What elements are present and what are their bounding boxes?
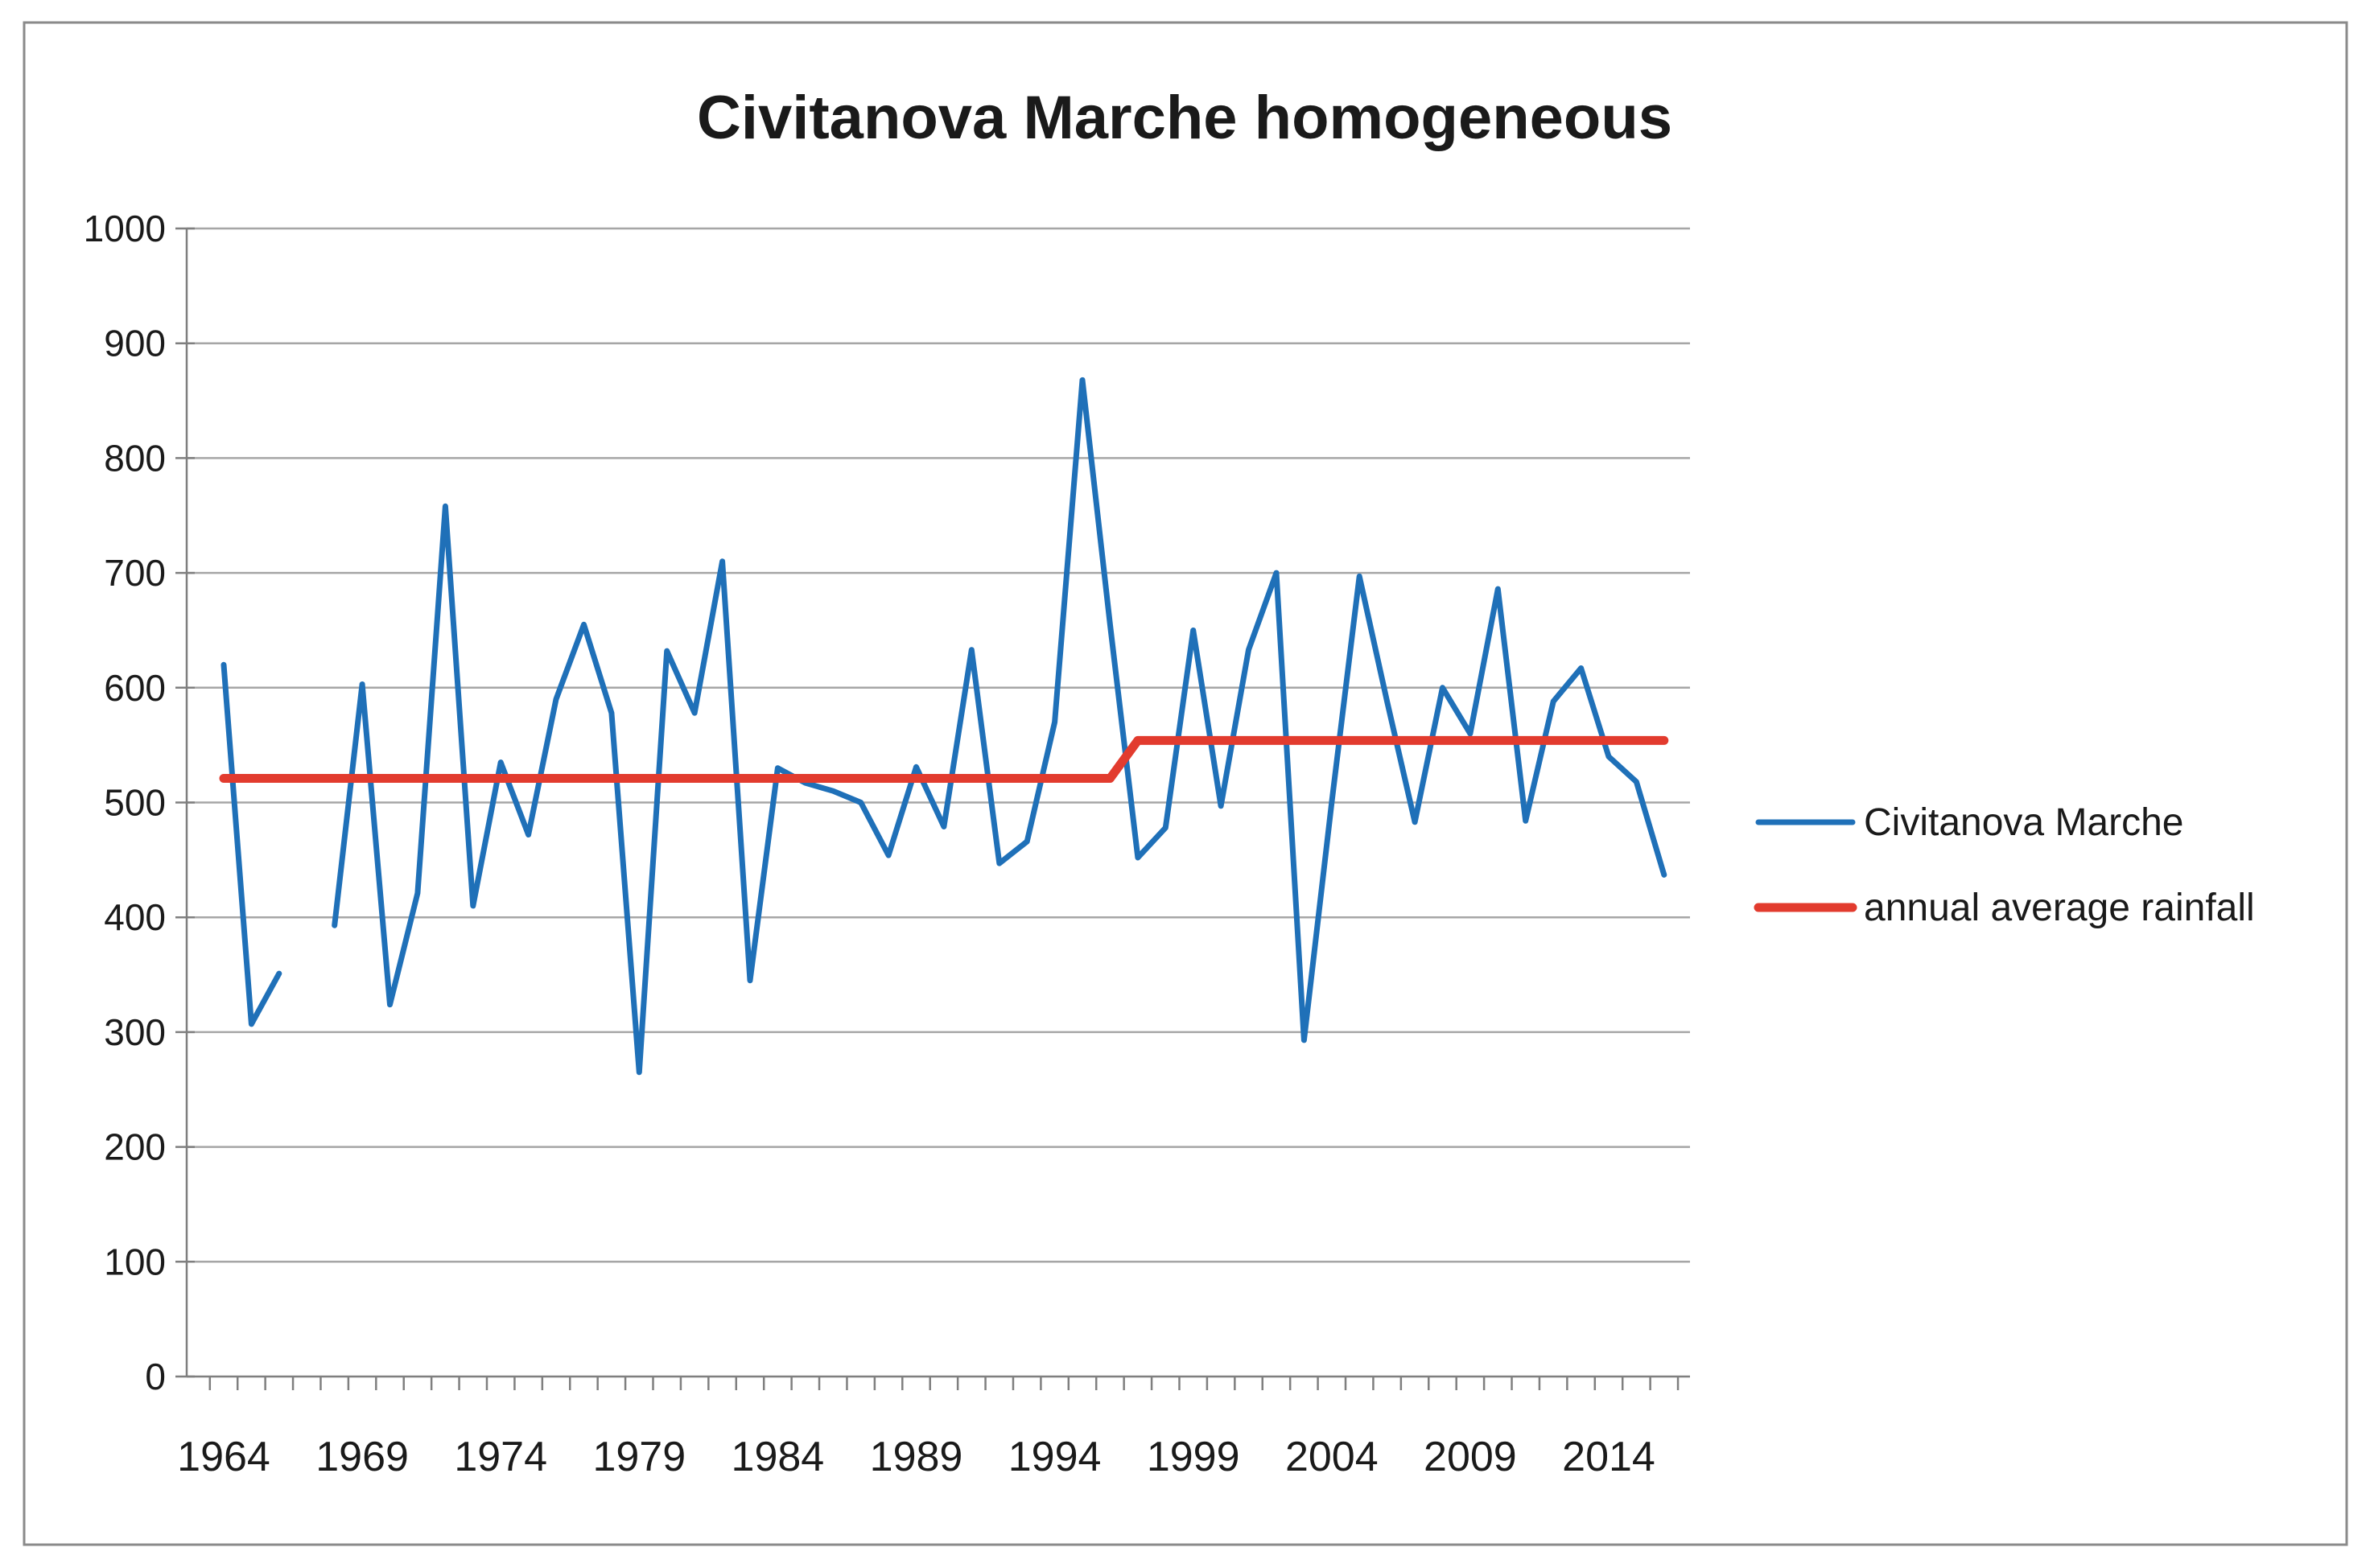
y-axis-tick-label: 100 [104, 1241, 166, 1282]
y-axis-tick-label: 900 [104, 323, 166, 364]
x-axis-tick-label: 1989 [870, 1434, 963, 1480]
y-axis-tick-label: 600 [104, 667, 166, 709]
x-axis-labels: 1964 1969 1974 1979 1984 1989 1994 1999 2004 2009… [177, 1434, 1655, 1480]
x-axis-tick-label: 2009 [1424, 1434, 1517, 1480]
canvas-border [23, 21, 2348, 1546]
x-axis-tick-label: 1979 [592, 1434, 686, 1480]
gridlines [187, 227, 1690, 1263]
civitanova-marche-series-line [221, 377, 1667, 1076]
x-axis-tick-label: 1999 [1147, 1434, 1240, 1480]
x-axis-tick-label: 1994 [1008, 1434, 1102, 1480]
x-axis-tick-label: 1974 [454, 1434, 547, 1480]
annual-average-rainfall-line [219, 735, 1669, 783]
x-axis-tick-label: 2014 [1562, 1434, 1655, 1480]
legend-label: annual average rainfall [1864, 887, 2255, 929]
y-axis-tick-label: 200 [104, 1126, 166, 1168]
x-axis-tick-label: 1969 [315, 1434, 409, 1480]
legend-item: Civitanova Marche [1755, 801, 2184, 844]
chart-title: Civitanova Marche homogeneous [697, 84, 1672, 152]
y-axis-tick-label: 0 [145, 1356, 166, 1397]
y-axis-tick-label: 700 [104, 552, 166, 594]
y-axis-tick-label: 300 [104, 1011, 166, 1053]
legend: Civitanova Marche annual average rainfall [1754, 801, 2255, 929]
legend-label: Civitanova Marche [1864, 801, 2184, 844]
axes [175, 227, 1690, 1390]
y-axis-tick-label: 1000 [84, 208, 166, 249]
y-axis-tick-label: 800 [104, 437, 166, 479]
x-axis-tick-label: 2004 [1285, 1434, 1379, 1480]
y-axis-tick-label: 500 [104, 782, 166, 824]
y-axis-tick-label: 400 [104, 896, 166, 938]
legend-item: annual average rainfall [1754, 887, 2255, 929]
x-axis-tick-label: 1984 [732, 1434, 825, 1480]
x-axis-tick-label: 1964 [177, 1434, 270, 1480]
